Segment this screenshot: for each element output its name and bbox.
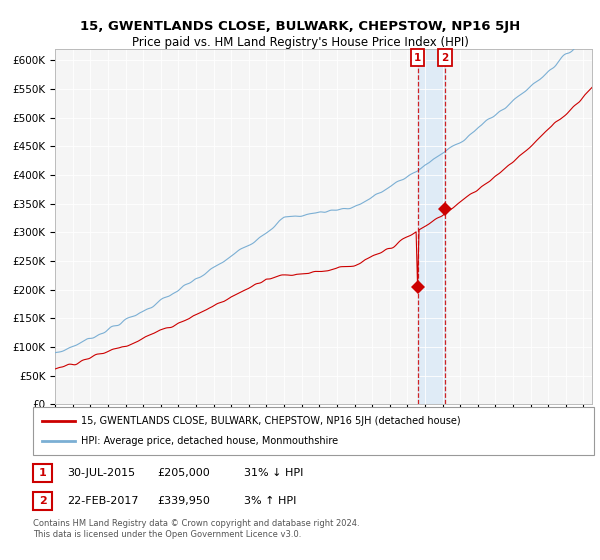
Text: 3% ↑ HPI: 3% ↑ HPI: [244, 496, 296, 506]
Text: 22-FEB-2017: 22-FEB-2017: [67, 496, 139, 506]
Text: 15, GWENTLANDS CLOSE, BULWARK, CHEPSTOW, NP16 5JH (detached house): 15, GWENTLANDS CLOSE, BULWARK, CHEPSTOW,…: [81, 417, 461, 426]
Text: 30-JUL-2015: 30-JUL-2015: [67, 468, 136, 478]
Text: 1: 1: [414, 53, 421, 63]
Text: 2: 2: [442, 53, 449, 63]
Text: Price paid vs. HM Land Registry's House Price Index (HPI): Price paid vs. HM Land Registry's House …: [131, 36, 469, 49]
Text: HPI: Average price, detached house, Monmouthshire: HPI: Average price, detached house, Monm…: [81, 436, 338, 446]
Text: £205,000: £205,000: [157, 468, 210, 478]
Text: £339,950: £339,950: [157, 496, 210, 506]
Text: 15, GWENTLANDS CLOSE, BULWARK, CHEPSTOW, NP16 5JH: 15, GWENTLANDS CLOSE, BULWARK, CHEPSTOW,…: [80, 20, 520, 32]
Text: 31% ↓ HPI: 31% ↓ HPI: [244, 468, 304, 478]
Text: 2: 2: [39, 496, 46, 506]
Text: 1: 1: [39, 468, 46, 478]
Bar: [418, 49, 445, 404]
Text: Contains HM Land Registry data © Crown copyright and database right 2024.
This d: Contains HM Land Registry data © Crown c…: [33, 520, 359, 539]
